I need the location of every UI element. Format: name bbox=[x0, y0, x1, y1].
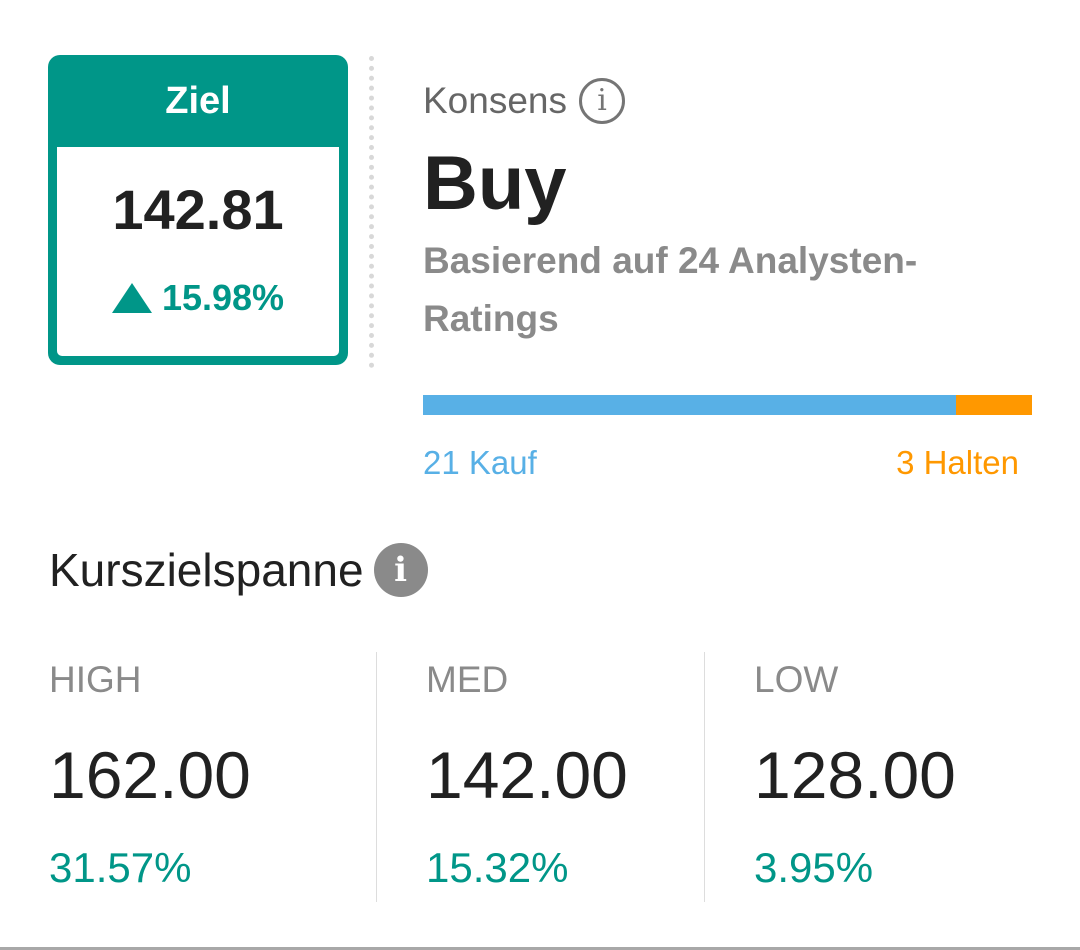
info-filled-icon[interactable]: i bbox=[373, 543, 428, 597]
target-card-body: 142.81 15.98% bbox=[57, 147, 339, 356]
bottom-divider bbox=[0, 947, 1080, 950]
price-range-med: MED 142.00 15.32% bbox=[426, 655, 726, 893]
range-value: 142.00 bbox=[426, 738, 628, 812]
range-label: LOW bbox=[754, 659, 839, 700]
rating-buy-label: 21 Kauf bbox=[423, 444, 537, 481]
triangle-up-icon bbox=[111, 283, 152, 313]
ratings-distribution-bar bbox=[423, 395, 1032, 415]
range-value: 162.00 bbox=[49, 738, 251, 812]
column-divider bbox=[704, 652, 705, 902]
info-outline-icon[interactable]: i bbox=[579, 78, 625, 124]
range-percent: 15.32% bbox=[426, 844, 569, 891]
range-label: MED bbox=[426, 659, 509, 700]
price-range-title: Kurszielspanne bbox=[49, 544, 364, 596]
dotted-divider bbox=[369, 56, 374, 368]
price-range-low: LOW 128.00 3.95% bbox=[754, 655, 1054, 893]
target-price-value: 142.81 bbox=[112, 178, 284, 241]
column-divider bbox=[376, 652, 377, 902]
price-range-high: HIGH 162.00 31.57% bbox=[49, 655, 349, 893]
consensus-label: Konsens bbox=[423, 80, 567, 121]
price-range-title-row: Kurszielspanne i bbox=[49, 543, 428, 597]
ratings-bar-hold-segment bbox=[955, 395, 1032, 415]
range-label: HIGH bbox=[49, 659, 142, 700]
target-price-card: Ziel 142.81 15.98% bbox=[48, 55, 348, 365]
rating-hold-label: 3 Halten bbox=[896, 444, 1019, 481]
range-percent: 3.95% bbox=[754, 844, 874, 891]
target-change-percent: 15.98% bbox=[161, 277, 285, 318]
target-card-header: Ziel bbox=[165, 79, 231, 122]
ratings-bar-buy-segment bbox=[423, 395, 956, 415]
range-percent: 31.57% bbox=[49, 844, 192, 891]
target-change: 15.98% bbox=[57, 277, 339, 319]
consensus-basis-text: Basierend auf 24 Analysten-Ratings bbox=[423, 240, 918, 339]
range-value: 128.00 bbox=[754, 738, 956, 812]
consensus-label-row: Konsens i bbox=[423, 78, 625, 124]
consensus-rating: Buy bbox=[423, 141, 567, 226]
